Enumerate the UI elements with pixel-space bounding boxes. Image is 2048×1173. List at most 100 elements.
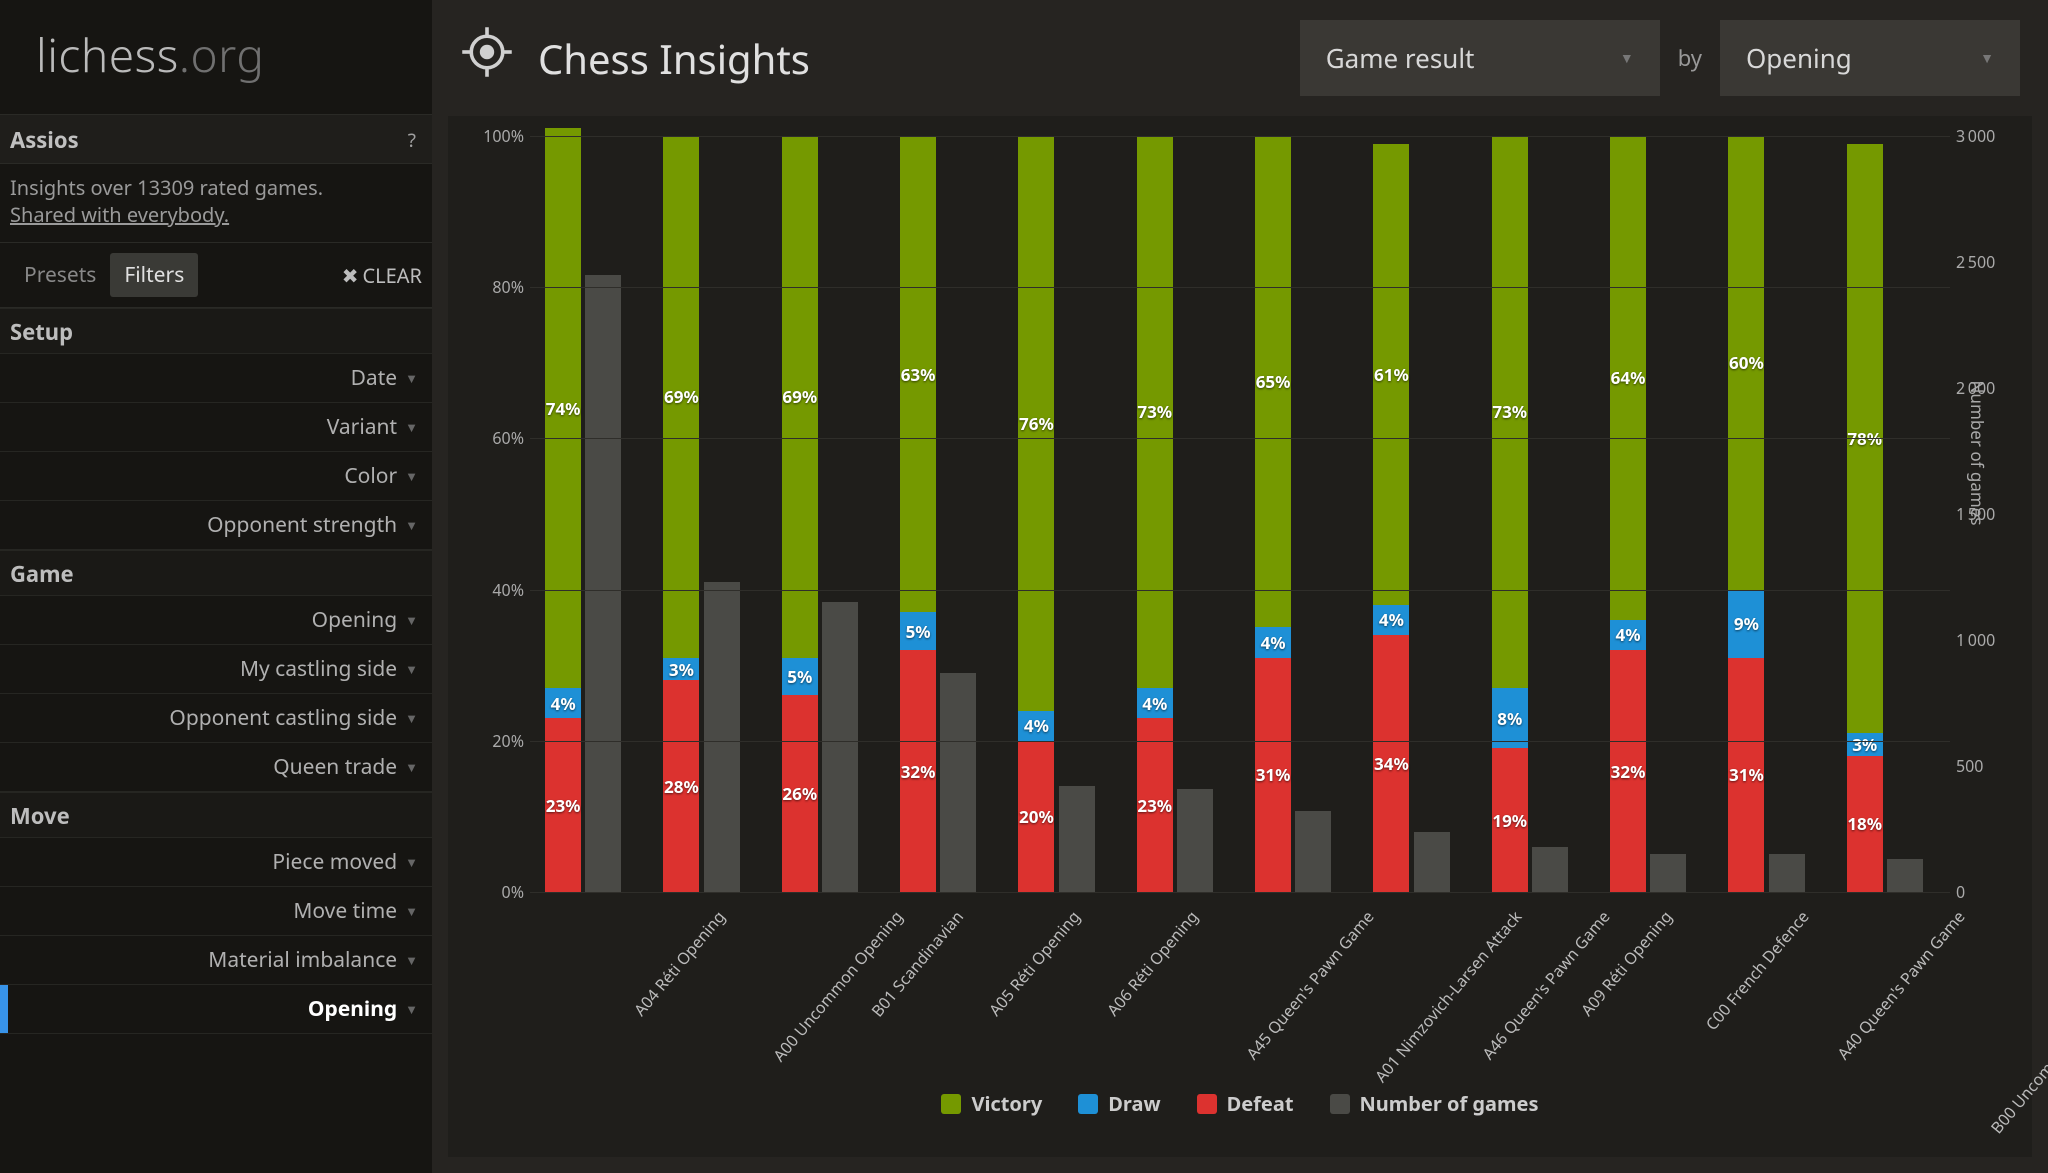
grid-line <box>530 741 1950 742</box>
metric-select[interactable]: Game result ▼ <box>1300 20 1660 96</box>
y-left-tick: 80% <box>468 276 524 298</box>
filter-item-label: Move time <box>293 897 397 925</box>
segment-victory: 65% <box>1255 136 1291 627</box>
filter-item-label: Opponent strength <box>207 511 397 539</box>
segment-victory: 60% <box>1728 136 1764 590</box>
legend-count[interactable]: Number of games <box>1330 1090 1539 1117</box>
filter-item-label: Material imbalance <box>208 946 397 974</box>
clear-button[interactable]: ✖ CLEAR <box>342 262 422 289</box>
filter-item[interactable]: Opening▼ <box>0 596 432 645</box>
filter-item[interactable]: Piece moved▼ <box>0 838 432 887</box>
filter-item[interactable]: Opponent castling side ▼ <box>0 694 432 743</box>
chevron-down-icon: ▼ <box>405 951 418 969</box>
dimension-select[interactable]: Opening ▼ <box>1720 20 2020 96</box>
bar-group[interactable]: 26%5%69% <box>767 136 885 892</box>
filter-item[interactable]: Queen trade▼ <box>0 743 432 792</box>
tab-filters[interactable]: Filters <box>110 253 198 297</box>
stacked-bar: 23%4%73% <box>1137 136 1173 892</box>
segment-draw: 4% <box>1137 688 1173 718</box>
swatch-defeat <box>1197 1094 1217 1114</box>
tab-presets[interactable]: Presets <box>10 253 110 297</box>
y-right-tick: 0 <box>1956 881 2012 903</box>
count-bar <box>1059 786 1095 892</box>
segment-defeat: 20% <box>1018 741 1054 892</box>
segment-victory: 76% <box>1018 136 1054 711</box>
close-icon: ✖ <box>342 262 359 289</box>
count-bar <box>1177 789 1213 892</box>
help-icon[interactable]: ? <box>408 127 416 153</box>
brand-logo[interactable]: lichess.org <box>0 0 432 114</box>
bar-group[interactable]: 23%4%74% <box>530 136 648 892</box>
filter-item-label: Opponent castling side <box>169 704 397 732</box>
x-label: B01 Scandinavian <box>767 892 885 1082</box>
legend-defeat[interactable]: Defeat <box>1197 1090 1294 1117</box>
x-label: A45 Queen's Pawn Game <box>1122 892 1240 1082</box>
filter-item[interactable]: Move time▼ <box>0 887 432 936</box>
legend-victory[interactable]: Victory <box>941 1090 1042 1117</box>
filter-item[interactable]: Material imbalance ▼ <box>0 936 432 985</box>
count-bar <box>1887 859 1923 892</box>
username[interactable]: Assios <box>10 125 79 155</box>
insights-header: Chess Insights Game result ▼ by Opening … <box>432 0 2048 116</box>
bar-group[interactable]: 32%4%64% <box>1595 136 1713 892</box>
count-bar <box>1295 811 1331 892</box>
bar-group[interactable]: 34%4%61% <box>1358 136 1476 892</box>
segment-defeat: 28% <box>663 680 699 892</box>
bar-group[interactable]: 32%5%63% <box>885 136 1003 892</box>
chevron-down-icon: ▼ <box>1620 49 1634 68</box>
count-bar <box>940 673 976 892</box>
filter-item[interactable]: Date▼ <box>0 354 432 403</box>
bar-group[interactable]: 19%8%73% <box>1477 136 1595 892</box>
bar-group[interactable]: 28%3%69% <box>648 136 766 892</box>
chevron-down-icon: ▼ <box>1980 49 1994 68</box>
bar-group[interactable]: 31%4%65% <box>1240 136 1358 892</box>
segment-victory: 74% <box>545 128 581 687</box>
filter-item[interactable]: Opening ▼ <box>0 985 432 1034</box>
filter-item-label: My castling side <box>240 655 397 683</box>
chart-plot: 23%4%74%28%3%69%26%5%69%32%5%63%20%4%76%… <box>468 136 2012 892</box>
clear-label: CLEAR <box>363 262 422 289</box>
segment-draw: 9% <box>1728 590 1764 658</box>
grid-line <box>530 438 1950 439</box>
swatch-draw <box>1078 1094 1098 1114</box>
chevron-down-icon: ▼ <box>405 1000 418 1018</box>
segment-defeat: 31% <box>1255 658 1291 892</box>
bar-group[interactable]: 20%4%76% <box>1003 136 1121 892</box>
chevron-down-icon: ▼ <box>405 467 418 485</box>
count-bar <box>1650 854 1686 892</box>
shared-link[interactable]: Shared with everybody. <box>10 201 422 228</box>
count-bar <box>585 275 621 892</box>
filter-item[interactable]: Opponent strength ▼ <box>0 501 432 550</box>
bar-group[interactable]: 23%4%73% <box>1122 136 1240 892</box>
x-label: B00 Uncommon King's Pawn Opening <box>1832 892 1950 1082</box>
bar-group[interactable]: 18%3%78% <box>1832 136 1950 892</box>
user-row: Assios ? <box>0 114 432 164</box>
filter-item[interactable]: Color▼ <box>0 452 432 501</box>
metric-value: Game result <box>1326 40 1475 76</box>
segment-draw: 5% <box>900 612 936 650</box>
count-bar <box>1414 832 1450 892</box>
chevron-down-icon: ▼ <box>405 709 418 727</box>
legend-draw[interactable]: Draw <box>1078 1090 1160 1117</box>
segment-victory: 73% <box>1137 136 1173 688</box>
filter-item[interactable]: Variant▼ <box>0 403 432 452</box>
segment-defeat: 19% <box>1492 748 1528 892</box>
games-count-text: Insights over 13309 rated games. <box>10 174 422 201</box>
brand-suffix: .org <box>179 24 265 86</box>
x-label: C00 French Defence <box>1595 892 1713 1082</box>
stacked-bar: 20%4%76% <box>1018 136 1054 892</box>
bar-group[interactable]: 31%9%60% <box>1713 136 1831 892</box>
x-label: A01 Nimzovich-Larsen Attack <box>1240 892 1358 1082</box>
filter-section-head: Move <box>0 792 432 838</box>
x-label: A09 Réti Opening <box>1477 892 1595 1082</box>
chevron-down-icon: ▼ <box>405 660 418 678</box>
segment-defeat: 31% <box>1728 658 1764 892</box>
segment-defeat: 34% <box>1373 635 1409 892</box>
filter-item[interactable]: My castling side ▼ <box>0 645 432 694</box>
segment-victory: 64% <box>1610 136 1646 620</box>
chevron-down-icon: ▼ <box>405 516 418 534</box>
target-icon <box>460 25 514 91</box>
segment-draw: 4% <box>1610 620 1646 650</box>
x-label: A00 Uncommon Opening <box>648 892 766 1082</box>
filter-item-label: Opening <box>308 995 397 1023</box>
